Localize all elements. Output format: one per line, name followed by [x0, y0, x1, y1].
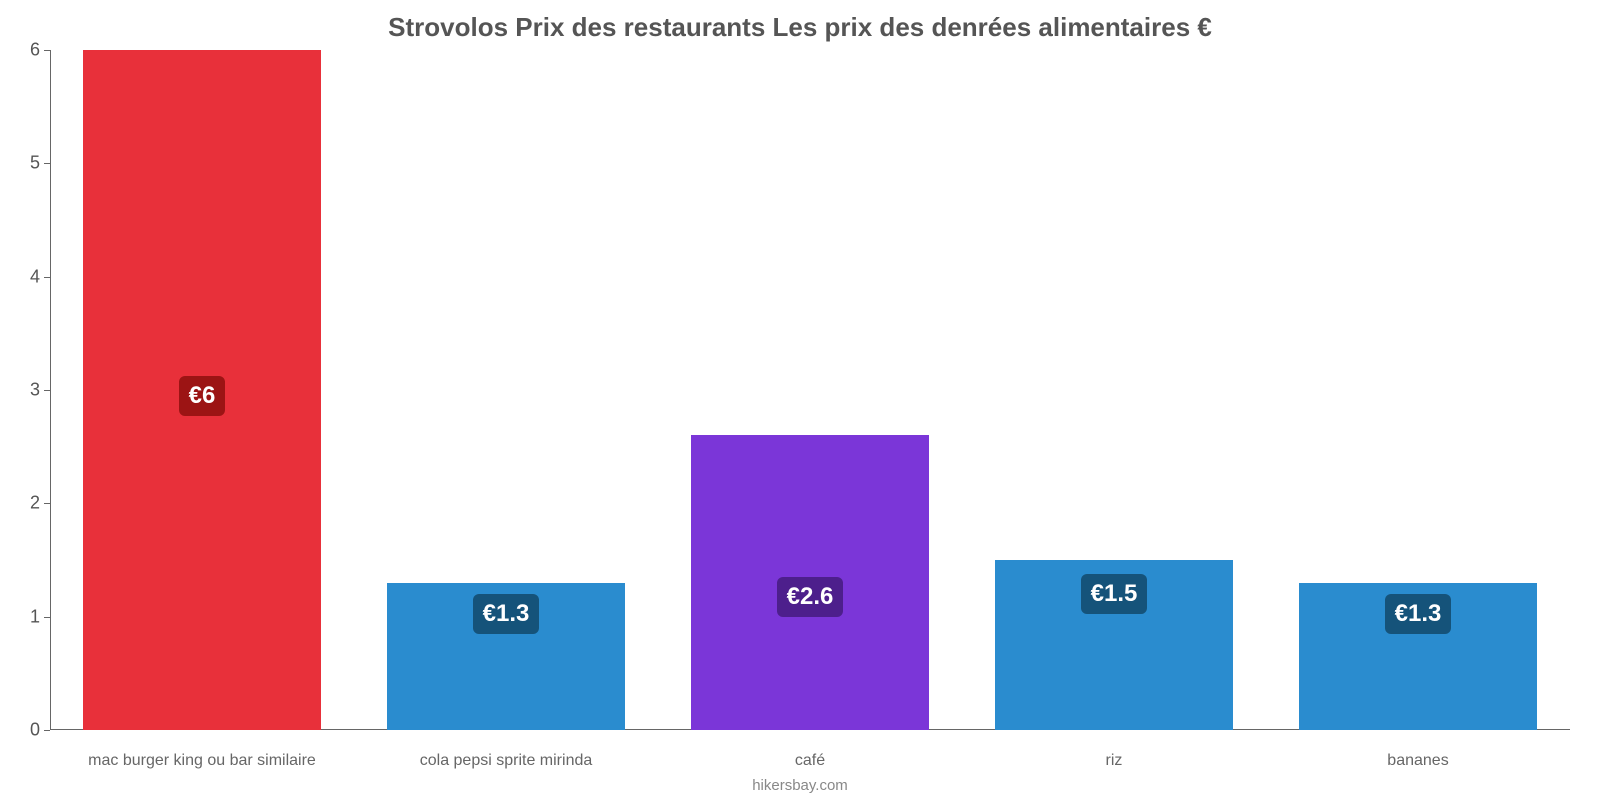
bar-slot: €1.5 — [962, 50, 1266, 730]
bar-value-label: €2.6 — [777, 577, 844, 617]
chart-title: Strovolos Prix des restaurants Les prix … — [0, 0, 1600, 43]
y-tick-label: 5 — [10, 153, 40, 174]
bar-value-label: €1.5 — [1081, 574, 1148, 614]
x-axis-label: riz — [962, 752, 1266, 770]
y-tick-label: 2 — [10, 493, 40, 514]
attribution-text: hikersbay.com — [0, 777, 1600, 794]
x-axis-label: café — [658, 752, 962, 770]
y-tick-label: 3 — [10, 380, 40, 401]
x-axis-label: cola pepsi sprite mirinda — [354, 752, 658, 770]
bar-slot: €6 — [50, 50, 354, 730]
y-tick — [44, 730, 50, 731]
bar: €1.3 — [387, 583, 624, 730]
y-tick-label: 4 — [10, 266, 40, 287]
x-axis-label: mac burger king ou bar similaire — [50, 752, 354, 770]
y-tick-label: 6 — [10, 40, 40, 61]
bar: €6 — [83, 50, 320, 730]
bar-value-label: €1.3 — [473, 594, 540, 634]
bar-slot: €1.3 — [354, 50, 658, 730]
bar-slot: €1.3 — [1266, 50, 1570, 730]
bar: €1.3 — [1299, 583, 1536, 730]
y-tick-label: 0 — [10, 720, 40, 741]
plot-area: 0123456 €6€1.3€2.6€1.5€1.3 — [50, 50, 1570, 730]
x-axis-labels: mac burger king ou bar similairecola pep… — [50, 752, 1570, 770]
bar-chart: Strovolos Prix des restaurants Les prix … — [0, 0, 1600, 800]
bar: €2.6 — [691, 435, 928, 730]
bar-value-label: €6 — [179, 376, 226, 416]
x-axis-label: bananes — [1266, 752, 1570, 770]
bar-slot: €2.6 — [658, 50, 962, 730]
bars-container: €6 €1.3 €2.6 €1.5 €1.3 — [50, 50, 1570, 730]
bar-value-label: €1.3 — [1385, 594, 1452, 634]
y-tick-label: 1 — [10, 606, 40, 627]
bar: €1.5 — [995, 560, 1232, 730]
